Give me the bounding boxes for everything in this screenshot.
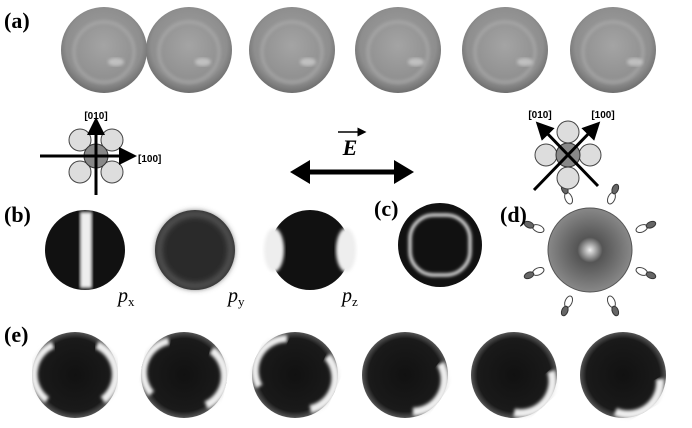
measured-pattern: [462, 7, 548, 93]
axis-label: [100]: [591, 110, 614, 121]
orbital-symbol: p: [226, 285, 238, 307]
orbital-symbol: p: [116, 285, 128, 307]
orbital-subscript: x: [128, 294, 135, 309]
bright-spot: [108, 58, 124, 66]
disc: [548, 208, 632, 292]
panel-label: (a): [4, 8, 30, 33]
panel-label: (d): [500, 202, 527, 227]
bright-spot: [627, 58, 643, 66]
calculated-pattern: [247, 331, 344, 418]
measured-pattern: [146, 7, 232, 93]
orbital-lobe: [523, 271, 535, 280]
measured-pattern: [61, 7, 147, 93]
axis-label: [010]: [528, 110, 551, 121]
orbital-pattern: [45, 210, 125, 290]
calculated-pattern: [468, 324, 564, 422]
measured-pattern: [355, 7, 441, 93]
calculated-pattern: [139, 332, 231, 418]
orbital-label: pz: [340, 285, 358, 309]
measured-pattern: [570, 7, 656, 93]
disc: [155, 210, 235, 290]
bright-spot: [408, 58, 424, 66]
orbital-subscript: y: [238, 294, 245, 309]
calculated-pattern: [580, 324, 669, 423]
orbital-lobe: [611, 305, 620, 317]
bright-spot: [195, 58, 211, 66]
orbital-symbol: p: [340, 285, 352, 307]
calculated-pattern: [32, 332, 118, 418]
orbital-label: py: [226, 285, 245, 309]
bright-lobe: [336, 228, 356, 272]
panel-label: (c): [374, 196, 398, 221]
field-label: E: [342, 135, 358, 160]
figure: (a) (b) (c) (d) (e) [010] [100] [010] [1…: [0, 0, 692, 428]
radial-pattern: [523, 183, 656, 316]
crystal-right: [534, 121, 601, 190]
bright-band: [80, 212, 92, 288]
orbital-pattern: [155, 210, 235, 290]
axis-label: [100]: [138, 154, 161, 165]
bright-spot: [300, 58, 316, 66]
orbital-label: px: [116, 285, 135, 309]
panel-label: (e): [4, 322, 28, 347]
bright-lobe: [264, 228, 284, 272]
panel-label: (b): [4, 202, 31, 227]
disc: [32, 332, 118, 418]
orbital-lobe: [611, 183, 620, 195]
orbital-pattern: [264, 210, 356, 290]
measured-pattern: [249, 7, 335, 93]
orbital-lobe: [645, 271, 657, 280]
orbital-subscript: z: [352, 294, 358, 309]
ring-pattern: [398, 203, 482, 287]
crystal-left: [40, 126, 128, 195]
calculated-pattern: [357, 327, 456, 420]
axis-label: [010]: [84, 111, 107, 122]
orbital-lobe: [560, 305, 569, 317]
bright-spot: [517, 58, 533, 66]
orbital-lobe: [645, 220, 657, 229]
